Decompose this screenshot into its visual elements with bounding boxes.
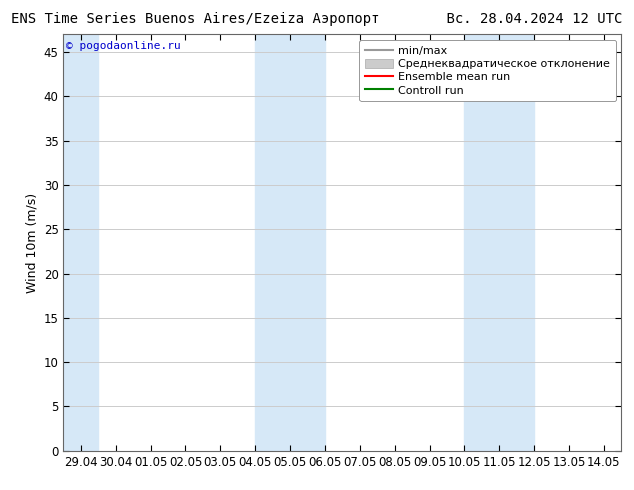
Bar xyxy=(63,34,98,451)
Y-axis label: Wind 10m (m/s): Wind 10m (m/s) xyxy=(25,193,38,293)
Text: © pogodaonline.ru: © pogodaonline.ru xyxy=(66,41,181,50)
Bar xyxy=(255,34,325,451)
Bar xyxy=(464,34,534,451)
Legend: min/max, Среднеквадратическое отклонение, Ensemble mean run, Controll run: min/max, Среднеквадратическое отклонение… xyxy=(359,40,616,101)
Text: ENS Time Series Buenos Aires/Ezeiza Аэропорт        Вс. 28.04.2024 12 UTC: ENS Time Series Buenos Aires/Ezeiza Аэро… xyxy=(11,12,623,26)
